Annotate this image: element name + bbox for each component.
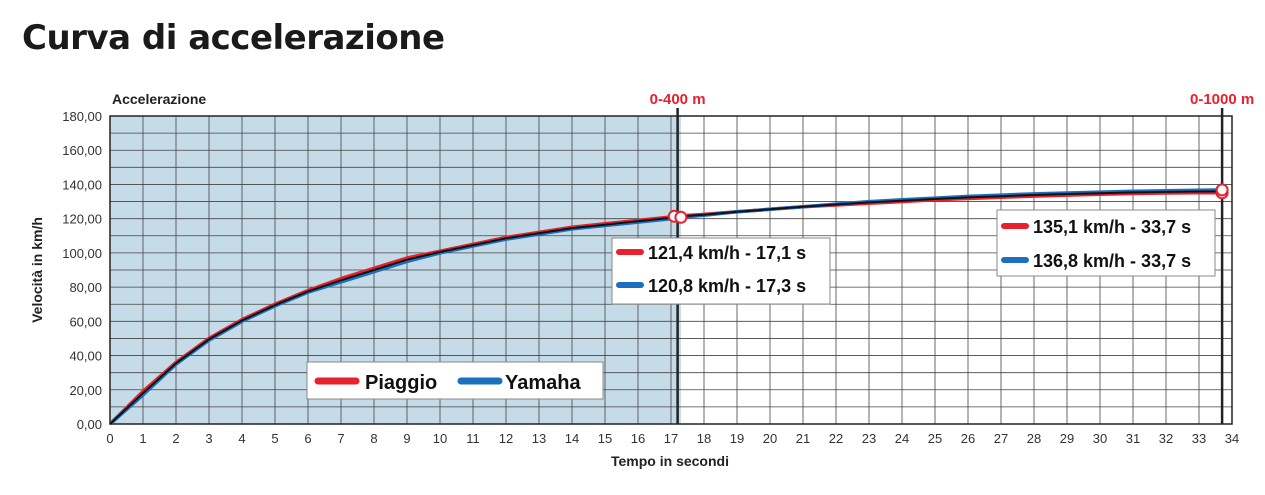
x-tick-label: 28 xyxy=(1027,431,1041,446)
chart-series xyxy=(108,183,1229,426)
legend-label-yamaha: Yamaha xyxy=(505,372,581,394)
x-tick-label: 18 xyxy=(697,431,711,446)
y-tick-label: 160,00 xyxy=(62,143,102,158)
x-tick-label: 34 xyxy=(1225,431,1239,446)
x-tick-label: 5 xyxy=(271,431,278,446)
x-axis-label: Tempo in secondi xyxy=(611,453,729,469)
x-tick-label: 33 xyxy=(1192,431,1206,446)
annotation-yamaha-1000m: 136,8 km/h - 33,7 s xyxy=(1033,251,1191,271)
annotation-yamaha-400m: 120,8 km/h - 17,3 s xyxy=(648,276,806,296)
annotation-box-400m: 121,4 km/h - 17,1 s 120,8 km/h - 17,3 s xyxy=(611,237,831,305)
y-tick-label: 20,00 xyxy=(69,383,102,398)
x-tick-label: 3 xyxy=(205,431,212,446)
data-point-marker xyxy=(1215,183,1229,197)
marker-label: 0-400 m xyxy=(650,91,706,108)
annotation-piaggio-400m: 121,4 km/h - 17,1 s xyxy=(648,243,806,263)
y-tick-label: 100,00 xyxy=(62,246,102,261)
x-tick-label: 0 xyxy=(106,431,113,446)
y-tick-label: 120,00 xyxy=(62,212,102,227)
x-tick-label: 1 xyxy=(139,431,146,446)
y-axis-label: Velocità in km/h xyxy=(29,217,45,323)
x-tick-label: 13 xyxy=(532,431,546,446)
x-tick-label: 23 xyxy=(862,431,876,446)
plot-border xyxy=(109,115,1233,425)
x-tick-label: 7 xyxy=(337,431,344,446)
x-tick-label: 32 xyxy=(1159,431,1173,446)
x-tick-label: 4 xyxy=(238,431,245,446)
x-tick-label: 17 xyxy=(664,431,678,446)
x-tick-label: 2 xyxy=(172,431,179,446)
x-tick-label: 21 xyxy=(796,431,810,446)
legend-label-piaggio: Piaggio xyxy=(365,372,437,394)
x-tick-label: 10 xyxy=(433,431,447,446)
x-tick-label: 11 xyxy=(466,431,480,446)
y-tick-label: 0,00 xyxy=(77,417,102,432)
x-tick-label: 8 xyxy=(370,431,377,446)
corner-label: Accelerazione xyxy=(112,91,206,107)
x-tick-label: 25 xyxy=(928,431,942,446)
x-tick-label: 16 xyxy=(631,431,645,446)
y-tick-label: 40,00 xyxy=(69,349,102,364)
x-tick-label: 24 xyxy=(895,431,909,446)
x-tick-label: 12 xyxy=(499,431,513,446)
chart-legend: Piaggio Yamaha xyxy=(306,361,604,400)
x-tick-label: 20 xyxy=(763,431,777,446)
x-tick-label: 31 xyxy=(1126,431,1140,446)
y-tick-label: 140,00 xyxy=(62,177,102,192)
x-tick-label: 22 xyxy=(829,431,843,446)
x-tick-label: 19 xyxy=(730,431,744,446)
y-tick-label: 180,00 xyxy=(62,109,102,124)
data-point-marker xyxy=(674,210,688,224)
x-tick-label: 14 xyxy=(565,431,579,446)
x-tick-label: 15 xyxy=(598,431,612,446)
axis-ticks: 0 1 2 3 4 5 6 7 8 9 10 11 12 13 14 15 16 17 18 19 20 21 22 23 24… xyxy=(62,109,1239,446)
annotation-piaggio-1000m: 135,1 km/h - 33,7 s xyxy=(1033,217,1191,237)
annotation-box-1000m: 135,1 km/h - 33,7 s 136,8 km/h - 33,7 s xyxy=(996,209,1216,277)
x-tick-label: 27 xyxy=(994,431,1008,446)
x-tick-label: 29 xyxy=(1060,431,1074,446)
x-tick-label: 30 xyxy=(1093,431,1107,446)
page-title: Curva di accelerazione xyxy=(22,18,445,58)
x-tick-label: 6 xyxy=(304,431,311,446)
y-tick-label: 60,00 xyxy=(69,314,102,329)
chart-frame xyxy=(109,115,1233,425)
marker-label: 0-1000 m xyxy=(1190,91,1254,108)
x-tick-label: 26 xyxy=(961,431,975,446)
y-tick-label: 80,00 xyxy=(69,280,102,295)
x-tick-label: 9 xyxy=(403,431,410,446)
